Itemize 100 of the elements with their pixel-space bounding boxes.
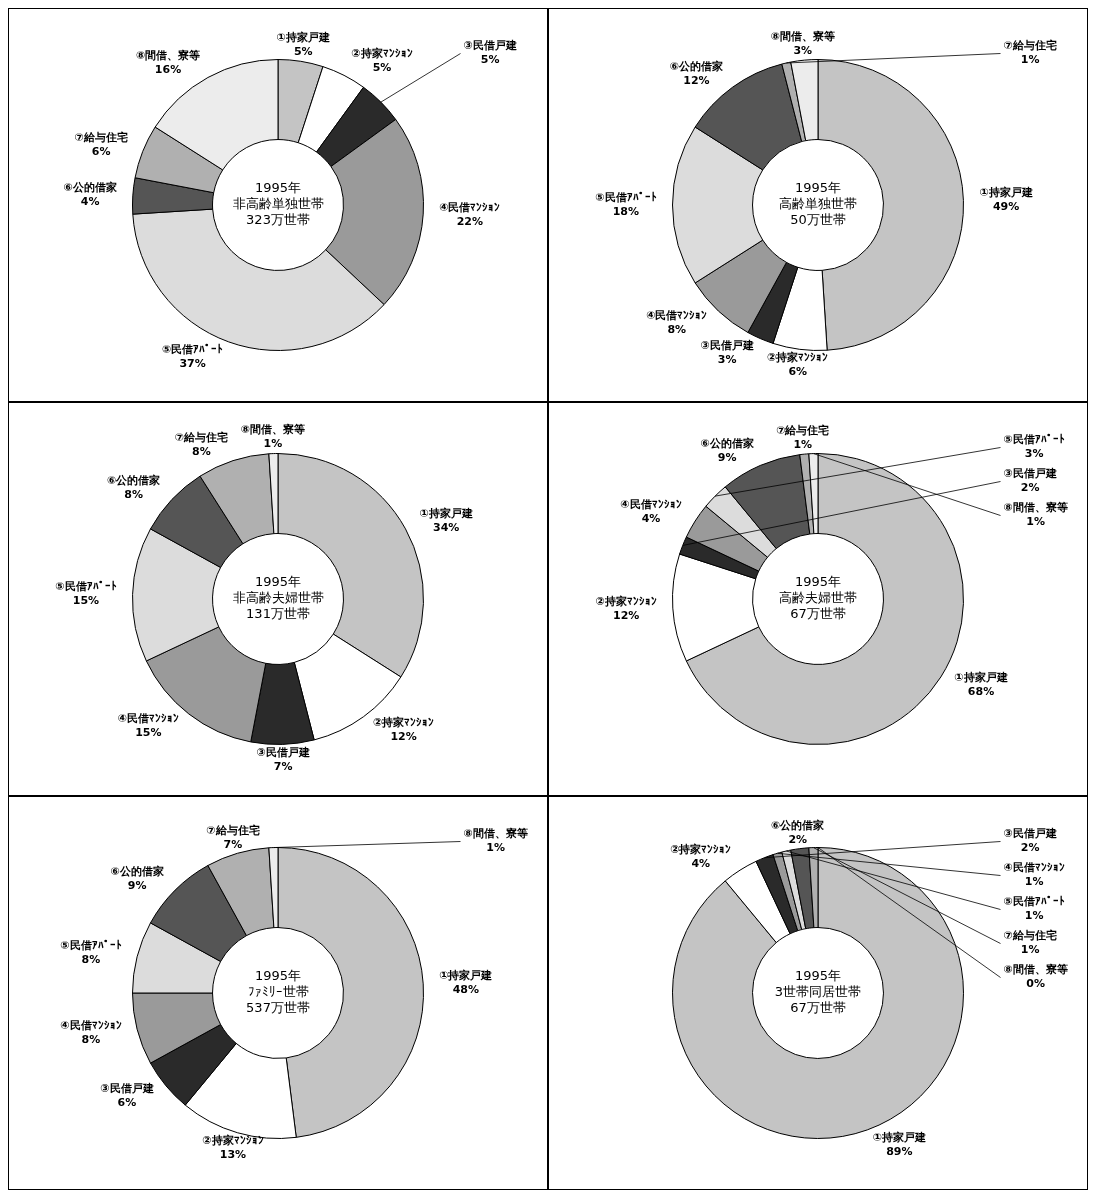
slice-label: ⑥公的借家 (63, 180, 117, 194)
slice-label: ②持家ﾏﾝｼｮﾝ (767, 351, 829, 365)
data-label: 5% (293, 45, 313, 59)
data-label: 12% (612, 609, 640, 622)
slice-label: ④民借ﾏﾝｼｮﾝ (117, 712, 180, 726)
category-label: ⑧間借、寮等 (1003, 963, 1068, 977)
data-label: 18% (612, 204, 640, 218)
slice-label: ①持家戸建 (276, 31, 330, 45)
data-label: 9% (717, 450, 737, 464)
slice-label: ⑧間借、寮等 (1003, 501, 1068, 515)
data-label: 1% (1024, 875, 1044, 889)
data-label: 89% (886, 1144, 913, 1158)
data-label: 6% (788, 365, 808, 379)
slice-label: ③民借戸建 (700, 339, 754, 353)
slice-label: ②持家ﾏﾝｼｮﾝ (372, 715, 435, 729)
data-label: 22% (456, 215, 484, 228)
data-label: 3% (793, 44, 813, 58)
text: 高齢単独世帯 (779, 196, 857, 212)
data-label: 2% (788, 832, 808, 846)
text: 67万世帯 (790, 1000, 846, 1016)
data-label: 1% (486, 841, 505, 855)
data-label: 34% (433, 521, 460, 535)
data-label: 9% (127, 878, 147, 892)
data-label: 3% (1024, 447, 1044, 461)
slice-label: ③民借戸建 (1003, 467, 1057, 481)
text: 1995年 (794, 968, 842, 984)
slice-label: ②持家ﾏﾝｼｮﾝ (351, 46, 413, 60)
data-label: 7% (273, 760, 293, 774)
slice-label: ⑧間借、寮等 (770, 30, 835, 44)
text: 1995年 (254, 574, 302, 590)
slice-label: ③民借戸建 (100, 1081, 154, 1095)
slice-label: ⑥公的借家 (700, 436, 754, 450)
slice-label: ③民借戸建 (256, 746, 310, 760)
text: ﾌｧﾐﾘｰ世帯 (247, 984, 309, 1000)
text: 131万世帯 (246, 606, 310, 622)
slice-label: ②持家ﾏﾝｼｮﾝ (670, 842, 732, 856)
data-label: 5% (480, 53, 500, 67)
slice-label: ⑥公的借家 (110, 864, 164, 878)
text: 0% (1026, 977, 1045, 991)
data-label: 6% (91, 145, 111, 159)
slice-label: ②持家ﾏﾝｼｮﾝ (202, 1133, 264, 1147)
slice-label: ⑧間借、寮等 (463, 827, 528, 841)
data-label: 2% (1020, 841, 1040, 855)
data-label: 12% (390, 729, 417, 743)
text: 非高齢単独世帯 (232, 196, 324, 212)
data-label: 8% (81, 952, 101, 966)
text: 1995年 (254, 968, 302, 984)
slice-label: ⑤民借ｱﾊﾟｰﾄ (1003, 433, 1065, 447)
data-label: 16% (154, 63, 182, 77)
slice-label: ①持家戸建 (419, 507, 473, 521)
slice-label: ④民借ﾏﾝｼｮﾝ (1003, 861, 1065, 875)
data-label: 1% (1024, 909, 1044, 923)
slice-label: ⑥公的借家 (106, 474, 161, 488)
text: 323万世帯 (246, 212, 310, 228)
slice-label: ⑦給与住宅 (206, 823, 260, 837)
text: 50万世帯 (790, 212, 846, 228)
data-label: 12% (683, 74, 710, 88)
slice-label: ①持家戸建 (954, 671, 1008, 685)
text: 67万世帯 (790, 606, 846, 622)
data-label: 1% (263, 437, 283, 451)
data-label: 48% (452, 982, 480, 996)
slice-label: ⑦給与住宅 (1003, 929, 1057, 943)
slice-label: ④民借ﾏﾝｼｮﾝ (646, 308, 708, 322)
data-label: 5% (372, 60, 392, 74)
slice-label: ⑤民借ｱﾊﾟｰﾄ (161, 342, 224, 356)
slice-label: ⑤民借ｱﾊﾟｰﾄ (55, 579, 117, 593)
slice-label: ⑧間借、寮等 (135, 49, 201, 63)
data-label: 15% (72, 593, 100, 607)
slice-label: ②持家ﾏﾝｼｮﾝ (595, 595, 657, 608)
data-label: 3% (717, 353, 737, 367)
slice-label: ⑥公的借家 (669, 60, 724, 74)
text: 高齢夫婦世帯 (779, 590, 857, 606)
slice-label: ⑦給与住宅 (74, 131, 128, 145)
data-label: 6% (117, 1095, 137, 1109)
data-label: 4% (80, 194, 100, 208)
data-label: 1% (1026, 515, 1045, 529)
slice-label: ③民借戸建 (463, 39, 517, 53)
data-label: 8% (192, 445, 211, 459)
text: 非高齢夫婦世帯 (232, 590, 324, 606)
slice-label: ⑤民借ｱﾊﾟｰﾄ (60, 938, 122, 952)
data-label: 1% (793, 438, 813, 452)
data-label: 4% (641, 512, 661, 526)
slice-label: ⑦給与住宅 (174, 431, 229, 445)
slice-label: ⑤民借ｱﾊﾟｰﾄ (1003, 895, 1065, 909)
data-label: 8% (667, 322, 687, 336)
data-label: 37% (179, 356, 206, 370)
slice-label: ①持家戸建 (872, 1130, 927, 1144)
text: 3世帯同居世帯 (774, 984, 862, 1000)
text: 1995年 (794, 180, 842, 196)
slice-label: ①持家戸建 (439, 968, 493, 982)
data-label: 49% (992, 199, 1020, 213)
data-label: 1% (1020, 943, 1040, 957)
data-label: 8% (81, 1033, 101, 1047)
data-label: 4% (691, 856, 711, 870)
data-label: 2% (1020, 481, 1040, 495)
text: 1995年 (794, 574, 842, 590)
text: 537万世帯 (246, 1000, 310, 1016)
slice-label: ④民借ﾏﾝｼｮﾝ (439, 201, 501, 214)
slice-label: ④民借ﾏﾝｼｮﾝ (60, 1019, 122, 1033)
data-label: 15% (135, 726, 162, 740)
